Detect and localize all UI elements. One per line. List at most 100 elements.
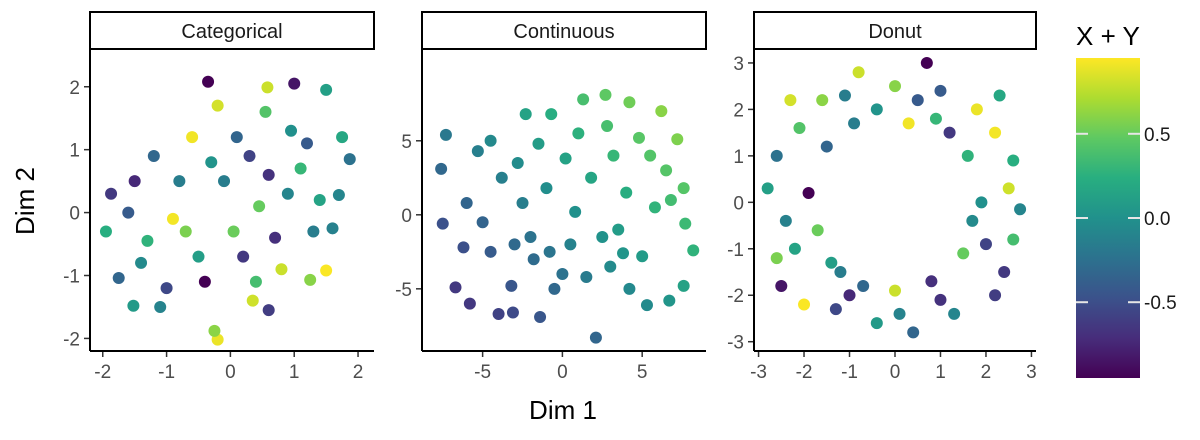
data-point [99,225,112,238]
strip-continuous [421,11,707,50]
y-tick-label: 2 [733,100,744,121]
data-point [825,256,838,269]
strip-label-continuous: Continuous [513,21,614,43]
data-point [788,242,801,255]
data-point [243,149,256,162]
data-point [596,231,609,244]
x-tick-label: 1 [935,362,946,383]
data-point [460,196,473,209]
data-point [585,171,598,184]
data-point [870,103,883,116]
data-point [261,81,274,94]
data-point [135,256,148,269]
data-point [798,298,811,311]
data-point [300,137,313,150]
data-point [929,112,942,125]
data-point [192,250,205,263]
data-point [186,131,199,144]
data-point [288,77,301,90]
y-tick-label: 2 [69,78,80,99]
points-continuous [435,88,700,344]
data-point [559,152,572,165]
data-point [975,196,988,209]
x-tick-label: 0 [890,362,901,383]
data-point [770,149,783,162]
y-tick-label: 5 [401,132,412,153]
data-point [577,93,590,106]
data-point [313,194,326,206]
data-point [948,307,961,320]
data-point [128,175,141,188]
data-point [848,117,861,130]
data-point [679,217,692,230]
strip-donut [753,11,1037,50]
data-point [843,289,856,302]
data-point [545,108,558,121]
x-tick-label: 0 [225,362,236,383]
data-point [511,156,524,169]
yticks-categorical: -2 -1 0 1 2 [63,78,90,350]
data-point [173,175,186,188]
data-point [957,247,970,260]
points-categorical [99,75,356,346]
data-point [519,108,532,121]
data-point [237,250,250,263]
data-point [852,66,865,79]
data-point [227,225,240,238]
points-donut [761,56,1027,339]
y-tick-label: 0 [401,206,412,227]
data-point [534,310,547,323]
data-point [920,56,933,69]
data-point [902,117,915,130]
data-point [122,206,135,219]
data-point [230,131,243,144]
data-point [463,297,476,310]
x-tick-label: 2 [353,362,364,383]
data-point [829,303,842,316]
data-point [332,188,345,201]
data-point [294,162,307,175]
data-point [484,245,497,258]
data-point [870,317,883,330]
data-point [543,245,556,258]
data-point [160,282,173,295]
panel-continuous: Continuous -5 0 5 -5 0 5 [395,11,707,383]
xticks-categorical: -2 -1 0 1 2 [94,351,363,383]
data-point [893,307,906,320]
data-point [564,238,577,251]
data-point [838,89,851,102]
data-point [495,171,508,184]
colorbar-tick-label: -0.5 [1144,293,1177,314]
x-tick-label: -5 [474,362,491,383]
data-point [211,99,224,112]
data-point [320,83,333,96]
strip-categorical [89,11,375,50]
data-point [761,182,774,195]
data-point [253,200,266,213]
data-point [457,241,470,254]
x-axis-title: Dim 1 [529,395,597,425]
x-tick-label: -1 [841,362,858,383]
data-point [677,279,690,292]
data-point [205,156,218,169]
data-point [925,275,938,288]
data-point [548,282,561,295]
data-point [556,268,569,281]
y-tick-label: 0 [69,204,80,225]
data-point [127,299,140,312]
data-point [663,294,676,307]
data-point [435,162,448,175]
data-point [285,124,298,137]
y-tick-label: 1 [733,147,744,168]
data-point [112,272,125,285]
data-point [166,212,179,225]
data-point [492,307,505,320]
data-point [802,187,815,200]
data-point [259,105,272,118]
data-point [775,279,788,292]
data-point [572,127,585,140]
data-point [218,175,231,188]
data-point [640,299,653,312]
yticks-continuous: -5 0 5 [395,132,422,301]
